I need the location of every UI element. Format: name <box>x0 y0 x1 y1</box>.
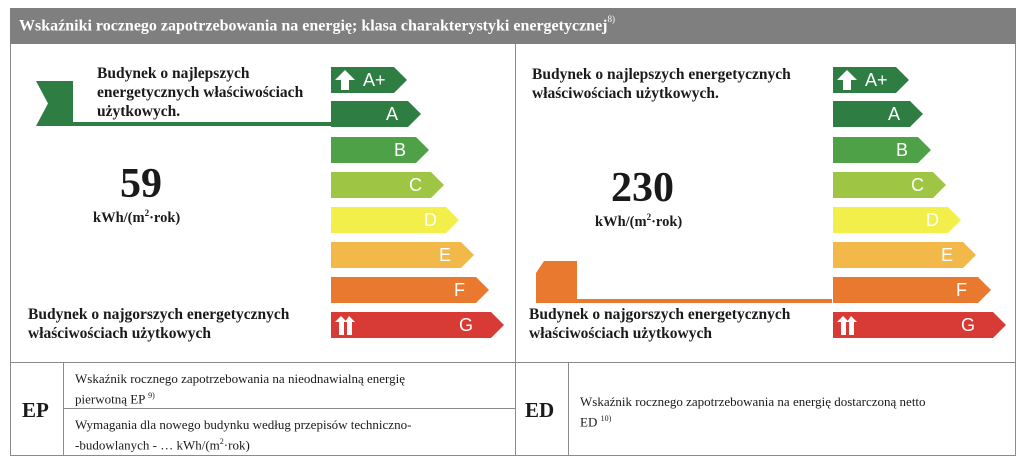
left-class-indicator <box>36 81 332 126</box>
ep-description-text: Wskaźnik rocznego zapotrzebowania na nie… <box>75 371 406 407</box>
right-unit-prefix: kWh/(m <box>595 213 647 230</box>
right-value: 230 <box>611 165 674 211</box>
left-indicator-arrow <box>36 81 73 126</box>
right-double-arrow-icon <box>837 316 857 335</box>
left-indicator-line <box>73 122 332 126</box>
right-indicator-line <box>577 299 832 303</box>
ep-description-footnote: 9) <box>148 391 155 400</box>
left-double-arrow-icon <box>335 316 355 335</box>
right-class-label-b: B <box>896 140 909 160</box>
right-class-bar-e: E <box>833 242 977 268</box>
right-unit-suffix: ·rok) <box>651 213 683 230</box>
left-class-bar-c: C <box>331 172 445 198</box>
right-class-bar-aplus: A+ <box>833 67 910 93</box>
right-unit: kWh/(m2·rok) <box>595 212 682 231</box>
right-class-label-f: F <box>956 280 967 300</box>
footer-ep-split <box>63 408 515 409</box>
right-up-arrow-icon <box>837 70 857 90</box>
left-class-label-e: E <box>439 245 452 265</box>
left-energy-scale: A+ A B C D E F G <box>331 67 504 347</box>
left-class-label-b: B <box>394 140 407 160</box>
left-value: 59 <box>120 161 162 207</box>
right-class-bar-c: C <box>833 172 947 198</box>
right-class-indicator <box>536 261 832 303</box>
ed-code: ED <box>525 398 555 422</box>
right-class-label-aplus: A+ <box>865 70 888 90</box>
header-footnote: 8) <box>607 14 616 24</box>
right-class-bar-g: G <box>833 312 1007 338</box>
left-class-label-d: D <box>424 210 437 230</box>
ep-description: Wskaźnik rocznego zapotrzebowania na nie… <box>75 370 405 407</box>
ep-code: EP <box>22 398 49 422</box>
left-class-bar-b: B <box>331 137 430 163</box>
left-class-label-g: G <box>459 315 474 335</box>
ep-requirement-sup: 2 <box>219 437 224 446</box>
left-unit: kWh/(m2·rok) <box>93 208 180 227</box>
left-unit-prefix: kWh/(m <box>93 209 145 226</box>
left-class-bar-f: F <box>331 277 490 303</box>
right-class-label-c: C <box>911 175 924 195</box>
ep-requirement-line1: Wymagania dla nowego budynku według prze… <box>75 417 412 432</box>
right-class-label-d: D <box>926 210 939 230</box>
right-worst-label: Budynek o najgorszych energetycznych wła… <box>529 306 791 342</box>
left-class-bar-d: D <box>331 207 460 233</box>
right-energy-scale: A+ A B C D E F G <box>833 67 1006 347</box>
left-class-label-aplus: A+ <box>363 70 386 90</box>
right-best-label: Budynek o najlepszych energetycznych wła… <box>532 66 791 102</box>
left-class-bar-aplus: A+ <box>331 67 408 93</box>
right-class-label-a: A <box>888 104 901 124</box>
right-class-bar-a: A <box>833 101 924 127</box>
footer-divider-left <box>63 362 64 456</box>
left-best-label: Budynek o najlepszych energetycznych wła… <box>97 65 304 120</box>
left-class-label-f: F <box>454 280 465 300</box>
ep-requirement-line2b: ·rok) <box>223 437 250 453</box>
left-class-bar-a: A <box>331 101 422 127</box>
left-class-label-a: A <box>386 104 399 124</box>
ed-description: Wskaźnik rocznego zapotrzebowania na ene… <box>580 393 926 430</box>
left-class-label-c: C <box>409 175 422 195</box>
ep-requirement-line2a: -budowlanych - … kWh/(m <box>75 437 220 453</box>
left-worst-label: Budynek o najgorszych energetycznych wła… <box>28 306 290 342</box>
footer-divider-right <box>568 362 569 456</box>
left-unit-suffix: ·rok) <box>149 209 181 226</box>
right-class-label-g: G <box>961 315 976 335</box>
ep-requirement: Wymagania dla nowego budynku według prze… <box>75 416 411 453</box>
ed-description-footnote: 10) <box>600 414 612 423</box>
right-class-bar-d: D <box>833 207 962 233</box>
left-class-bar-e: E <box>331 242 475 268</box>
left-unit-sup: 2 <box>144 208 150 218</box>
section-header: Wskaźniki rocznego zapotrzebowania na en… <box>10 8 1016 44</box>
panel-divider <box>515 44 516 362</box>
right-class-label-e: E <box>941 245 954 265</box>
right-class-bar-b: B <box>833 137 932 163</box>
right-indicator-arrow <box>536 261 577 303</box>
header-title: Wskaźniki rocznego zapotrzebowania na en… <box>19 17 608 35</box>
left-up-arrow-icon <box>335 70 355 90</box>
right-unit-sup: 2 <box>646 212 652 222</box>
footer-divider-mid <box>515 362 516 456</box>
right-class-bar-f: F <box>833 277 992 303</box>
left-class-bar-g: G <box>331 312 505 338</box>
footer-top-line <box>10 362 1016 363</box>
ed-description-text: Wskaźnik rocznego zapotrzebowania na ene… <box>580 394 926 430</box>
